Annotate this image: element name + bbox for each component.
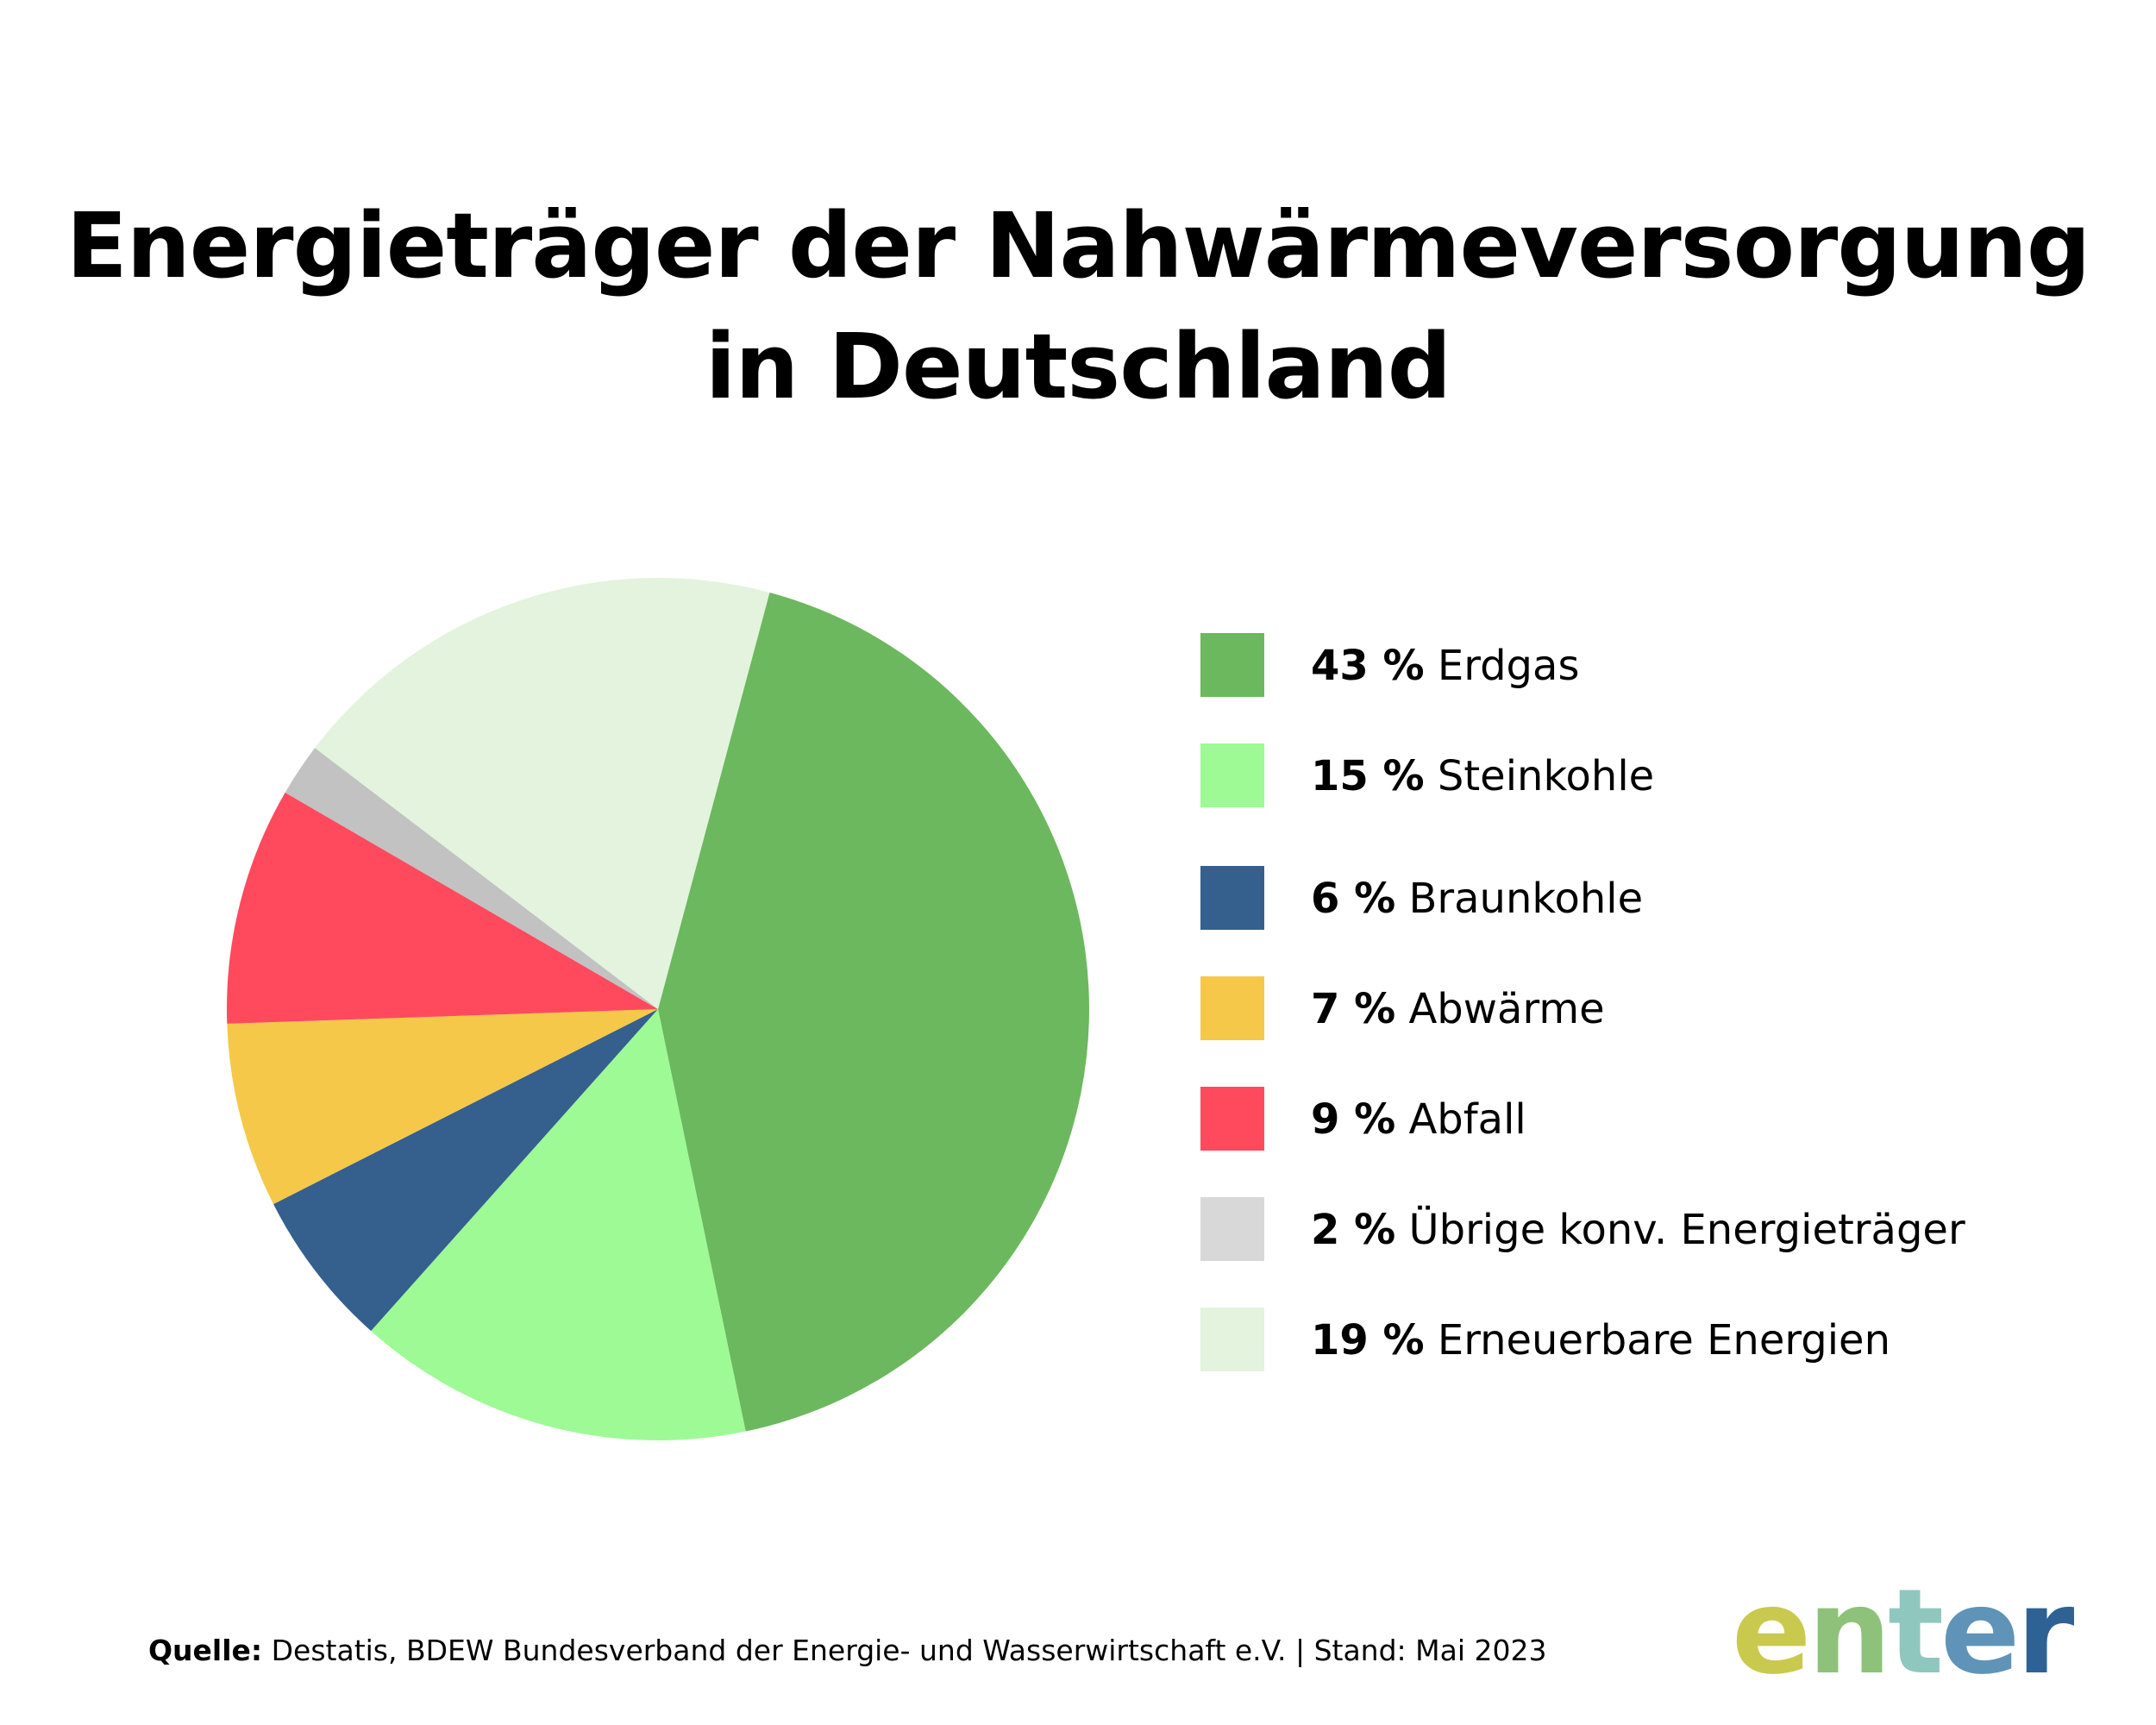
legend-percent: 7 % <box>1311 985 1396 1033</box>
legend-item: 19 % Erneuerbare Energien <box>1200 1308 2115 1373</box>
legend-item: 9 % Abfall <box>1200 1087 2115 1152</box>
legend-swatch <box>1200 976 1264 1040</box>
legend-item: 6 % Braunkohle <box>1200 866 2115 932</box>
legend-swatch <box>1200 633 1264 697</box>
legend-swatch <box>1200 1197 1264 1261</box>
legend-series-name: Erneuerbare Energien <box>1424 1316 1891 1364</box>
logo-letter: r <box>2016 1565 2074 1701</box>
legend-label: 7 % Abwärme <box>1311 976 1605 1042</box>
legend-swatch <box>1200 743 1264 807</box>
source-text: Destatis, BDEW Bundesverband der Energie… <box>262 1634 1547 1667</box>
legend-swatch <box>1200 1087 1264 1151</box>
enter-logo: enter <box>1732 1565 2074 1701</box>
chart-title-line-1: Energieträger der Nahwärmeversorgung <box>66 193 2091 298</box>
legend-series-name: Steinkohle <box>1424 752 1655 800</box>
legend-label: 2 % Übrige konv. Energieträger <box>1311 1197 1965 1263</box>
legend-label: 19 % Erneuerbare Energien <box>1311 1308 1890 1373</box>
pie-slice-abfall <box>226 792 658 1024</box>
legend-label: 6 % Braunkohle <box>1311 866 1643 932</box>
logo-letter: n <box>1808 1565 1891 1701</box>
source-footer: Quelle: Destatis, BDEW Bundesverband der… <box>148 1632 1547 1670</box>
legend-percent: 15 % <box>1311 752 1425 800</box>
pie-slice-braunkohle <box>273 1009 658 1332</box>
legend-series-name: Erdgas <box>1424 642 1580 690</box>
logo-letter: e <box>1940 1565 2020 1701</box>
legend-label: 15 % Steinkohle <box>1311 743 1654 809</box>
legend-item: 7 % Abwärme <box>1200 976 2115 1042</box>
legend-percent: 2 % <box>1311 1206 1396 1254</box>
chart-title: Energieträger der Nahwärmeversorgung in … <box>0 185 2156 427</box>
pie-slice-steinkohle <box>371 1009 746 1440</box>
chart-title-line-2: in Deutschland <box>705 314 1451 419</box>
legend-percent: 6 % <box>1311 875 1396 923</box>
pie-slice-erneuerbare-energien <box>315 578 770 1009</box>
legend-item: 2 % Übrige konv. Energieträger <box>1200 1197 2115 1263</box>
legend-series-name: Braunkohle <box>1395 875 1644 923</box>
logo-letter: t <box>1888 1565 1944 1701</box>
legend-percent: 19 % <box>1311 1316 1425 1364</box>
legend-swatch <box>1200 1308 1264 1371</box>
legend-series-name: Abwärme <box>1395 985 1605 1033</box>
legend-label: 9 % Abfall <box>1311 1087 1526 1152</box>
legend-series-name: Übrige konv. Energieträger <box>1395 1206 1965 1254</box>
legend-swatch <box>1200 866 1264 930</box>
legend-series-name: Abfall <box>1395 1095 1526 1144</box>
legend-label: 43 % Erdgas <box>1311 633 1579 699</box>
legend-item: 43 % Erdgas <box>1200 633 2115 699</box>
legend-percent: 43 % <box>1311 642 1425 690</box>
pie-slice-übrige-konv-energieträger <box>285 748 658 1009</box>
pie-slice-abwärme <box>227 1009 658 1205</box>
source-key: Quelle: <box>148 1634 263 1667</box>
legend-percent: 9 % <box>1311 1095 1396 1144</box>
legend-item: 15 % Steinkohle <box>1200 743 2115 809</box>
logo-letter: e <box>1732 1565 1811 1701</box>
pie-slice-erdgas <box>658 593 1089 1432</box>
